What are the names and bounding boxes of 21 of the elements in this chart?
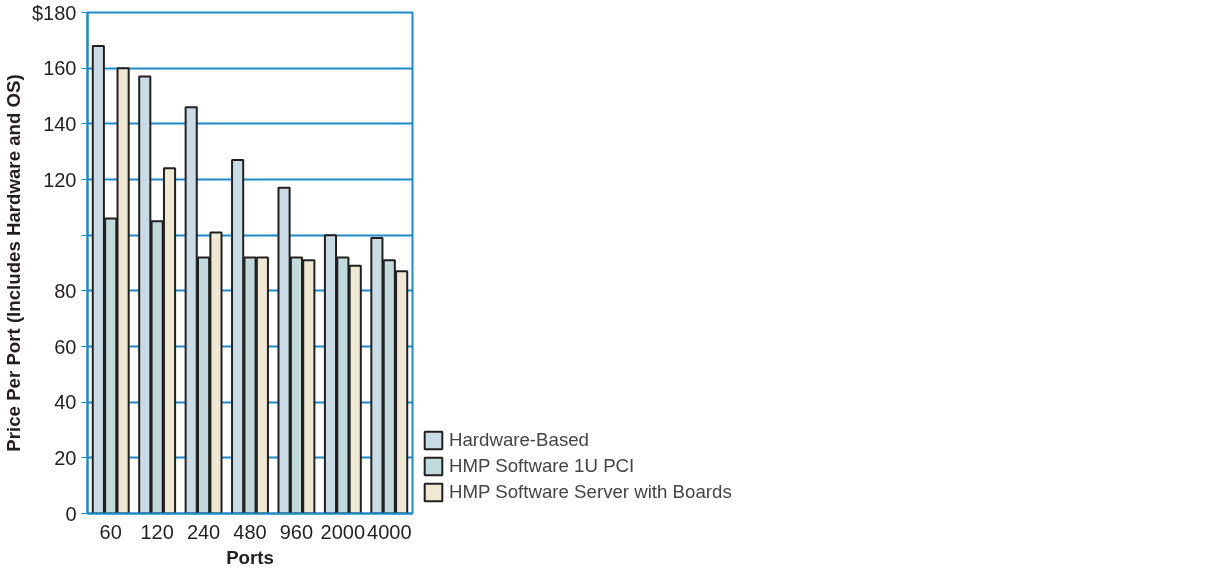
legend-label: HMP Software 1U PCI (449, 455, 635, 477)
y-tick-label: 40 (54, 391, 77, 414)
y-tick-label: 120 (43, 168, 77, 191)
x-tick-label: 480 (233, 520, 267, 543)
x-tick-label: 120 (140, 520, 174, 543)
x-tick-label: 960 (279, 520, 314, 543)
y-axis-title: Price Per Port (Includes Hardware and OS) (3, 74, 25, 452)
x-tick-label: 240 (186, 520, 221, 543)
y-tick-label: 160 (43, 57, 77, 80)
y-tick-label: 80 (54, 279, 77, 302)
x-tick-label: 60 (99, 520, 122, 543)
x-tick-label: 4000 (367, 520, 412, 543)
y-tick-label: $180 (32, 1, 77, 24)
y-tick-label: 0 (65, 502, 77, 525)
x-tick-label: 2000 (320, 520, 366, 543)
y-tick-label: 140 (43, 112, 77, 135)
legend-label: HMP Software Server with Boards (449, 481, 732, 503)
y-tick-label: 60 (54, 335, 77, 358)
x-axis-title: Ports (226, 546, 274, 568)
y-tick-label: 20 (54, 446, 77, 469)
legend-label: Hardware-Based (449, 429, 589, 451)
